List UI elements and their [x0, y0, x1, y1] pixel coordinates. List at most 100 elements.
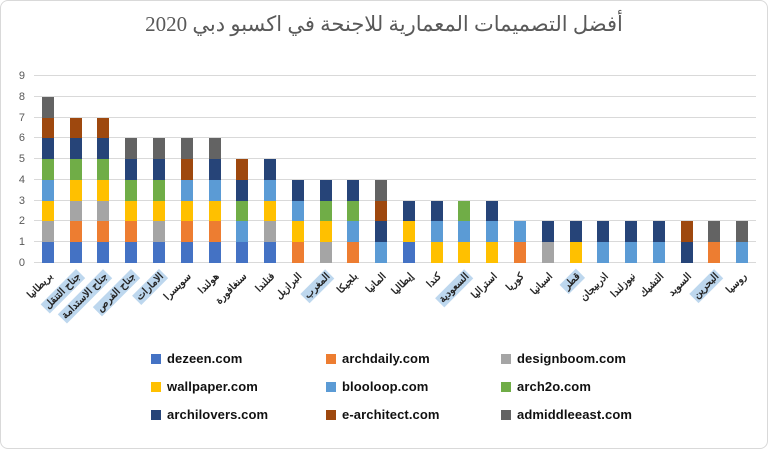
- bar-segment: [41, 96, 54, 118]
- bar-segment: [319, 200, 332, 222]
- bar: [430, 76, 443, 263]
- bar-segment: [180, 221, 193, 243]
- gridline: [34, 262, 756, 263]
- gridline: [34, 199, 756, 201]
- gridline: [34, 137, 756, 139]
- legend: dezeen.com archdaily.com designboom.com wal…: [151, 351, 632, 422]
- gridline: [34, 116, 756, 118]
- bar-segment: [458, 200, 471, 222]
- legend-swatch: [151, 409, 161, 420]
- bar-segment: [569, 242, 582, 263]
- bar: [486, 76, 499, 263]
- bar-segment: [152, 138, 165, 160]
- bar-segment: [375, 200, 388, 222]
- bar-segment: [680, 242, 693, 263]
- x-axis-label: المغرب: [300, 269, 335, 304]
- legend-swatch: [151, 381, 161, 392]
- gridline: [34, 241, 756, 243]
- bar-segment: [291, 179, 304, 201]
- gridline: [34, 95, 756, 97]
- bar-segment: [97, 200, 110, 222]
- y-axis-tick-label: 3: [18, 194, 25, 207]
- bar-segment: [208, 221, 221, 243]
- bar-segment: [319, 179, 332, 201]
- bar-segment: [319, 221, 332, 243]
- bar-segment: [152, 179, 165, 201]
- bar-segment: [652, 221, 665, 243]
- gridline: [34, 75, 756, 76]
- legend-label: admiddleeast.com: [517, 407, 633, 422]
- bar-segment: [625, 221, 638, 243]
- legend-item: blooloop.com: [326, 379, 501, 394]
- bar-segment: [69, 179, 82, 201]
- bar-segment: [97, 138, 110, 160]
- bar-segment: [680, 221, 693, 243]
- bar: [319, 76, 332, 263]
- bar-segment: [125, 159, 138, 180]
- bar-segment: [208, 138, 221, 160]
- x-axis-label: الامارات: [132, 269, 169, 305]
- legend-item: admiddleeast.com: [501, 407, 661, 422]
- gridline: [34, 178, 756, 180]
- bar-segment: [152, 221, 165, 243]
- bar-segment: [208, 200, 221, 222]
- bar-segment: [402, 200, 415, 222]
- y-axis-tick-label: 8: [18, 90, 25, 103]
- x-axis-label: بلجيكا: [335, 271, 361, 296]
- bar-segment: [125, 242, 138, 263]
- x-axis-label: اسبانيا: [528, 271, 555, 298]
- x-axis-label: كوريا: [504, 271, 528, 294]
- bar-segment: [152, 159, 165, 180]
- bar-segment: [541, 242, 554, 263]
- bar-segment: [347, 200, 360, 222]
- bar: [680, 76, 693, 263]
- bar-segment: [319, 242, 332, 263]
- bar-segment: [652, 242, 665, 263]
- legend-swatch: [326, 381, 336, 392]
- bar-segment: [236, 159, 249, 180]
- x-axis-label: كندا: [424, 271, 444, 291]
- bar-segment: [152, 200, 165, 222]
- legend-item: arch2o.com: [501, 379, 661, 394]
- bar-segment: [291, 221, 304, 243]
- bar: [569, 76, 582, 263]
- bar-segment: [569, 221, 582, 243]
- bar-segment: [264, 159, 277, 180]
- bar-segment: [180, 242, 193, 263]
- bar-segment: [69, 242, 82, 263]
- legend-label: wallpaper.com: [167, 379, 258, 394]
- x-axis: بريطانيا جناح التنقل جناح الاستدامة جناح ال…: [25, 264, 756, 339]
- bar-segment: [69, 117, 82, 139]
- bar-segment: [347, 179, 360, 201]
- bar-segment: [208, 242, 221, 263]
- bar-segment: [236, 200, 249, 222]
- x-axis-label: البرازيل: [274, 271, 305, 302]
- bar-segment: [208, 159, 221, 180]
- bar: [625, 76, 638, 263]
- bar: [513, 76, 526, 263]
- y-axis-tick-label: 6: [18, 132, 25, 145]
- bar-segment: [430, 200, 443, 222]
- bar-segment: [597, 242, 610, 263]
- legend-item: designboom.com: [501, 351, 661, 366]
- bar-segment: [736, 242, 749, 263]
- bar-segment: [41, 138, 54, 160]
- bar-segment: [708, 221, 721, 243]
- bar-segment: [347, 242, 360, 263]
- bar-segment: [236, 221, 249, 243]
- bar-segment: [180, 200, 193, 222]
- bar-segment: [736, 221, 749, 243]
- bar-segment: [41, 200, 54, 222]
- bar: [152, 76, 165, 263]
- bar: [375, 76, 388, 263]
- bar: [347, 76, 360, 263]
- bar-segment: [97, 117, 110, 139]
- x-axis-label: إيطاليا: [389, 271, 416, 298]
- bar-segment: [152, 242, 165, 263]
- bar-segment: [125, 200, 138, 222]
- bar: [264, 76, 277, 263]
- bar-segment: [69, 200, 82, 222]
- legend-label: arch2o.com: [517, 379, 591, 394]
- legend-label: archdaily.com: [342, 351, 430, 366]
- bar-segment: [430, 242, 443, 263]
